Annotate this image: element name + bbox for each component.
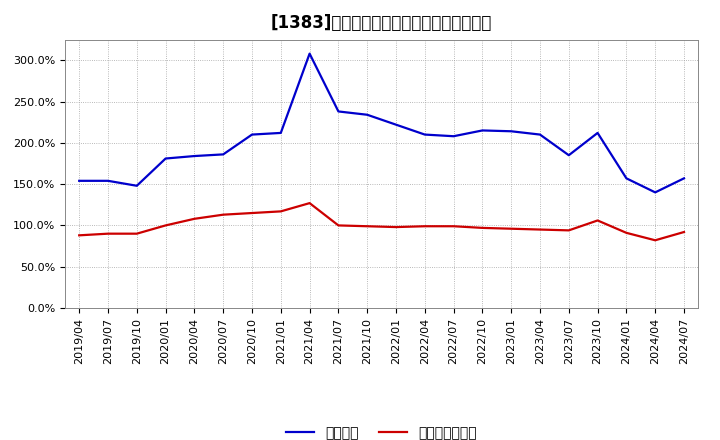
固定長期適合率 [104, 231, 112, 236]
固定長期適合率 [651, 238, 660, 243]
固定比率 [190, 154, 199, 159]
固定長期適合率 [564, 228, 573, 233]
固定長期適合率 [680, 229, 688, 235]
固定長期適合率 [507, 226, 516, 231]
Legend: 固定比率, 固定長期適合率: 固定比率, 固定長期適合率 [281, 421, 482, 440]
固定比率 [363, 112, 372, 117]
固定比率 [334, 109, 343, 114]
固定比率 [478, 128, 487, 133]
固定比率 [507, 128, 516, 134]
固定長期適合率 [305, 201, 314, 206]
固定比率 [248, 132, 256, 137]
固定比率 [593, 130, 602, 136]
固定長期適合率 [276, 209, 285, 214]
固定長期適合率 [420, 224, 429, 229]
固定比率 [449, 134, 458, 139]
固定比率 [161, 156, 170, 161]
固定長期適合率 [392, 224, 400, 230]
固定比率 [104, 178, 112, 183]
固定長期適合率 [478, 225, 487, 231]
固定比率 [651, 190, 660, 195]
固定長期適合率 [622, 230, 631, 235]
固定比率 [219, 152, 228, 157]
固定比率 [132, 183, 141, 188]
固定長期適合率 [219, 212, 228, 217]
固定長期適合率 [363, 224, 372, 229]
固定長期適合率 [190, 216, 199, 221]
固定比率 [420, 132, 429, 137]
Line: 固定長期適合率: 固定長期適合率 [79, 203, 684, 240]
固定長期適合率 [161, 223, 170, 228]
固定長期適合率 [334, 223, 343, 228]
固定長期適合率 [536, 227, 544, 232]
固定比率 [564, 153, 573, 158]
固定比率 [392, 122, 400, 127]
固定比率 [75, 178, 84, 183]
Line: 固定比率: 固定比率 [79, 54, 684, 192]
固定長期適合率 [75, 233, 84, 238]
固定長期適合率 [248, 210, 256, 216]
固定比率 [622, 176, 631, 181]
Title: [1383]　固定比率、固定長期適合率の推移: [1383] 固定比率、固定長期適合率の推移 [271, 15, 492, 33]
固定比率 [680, 176, 688, 181]
固定比率 [536, 132, 544, 137]
固定長期適合率 [449, 224, 458, 229]
固定比率 [276, 130, 285, 136]
固定長期適合率 [593, 218, 602, 223]
固定比率 [305, 51, 314, 56]
固定長期適合率 [132, 231, 141, 236]
